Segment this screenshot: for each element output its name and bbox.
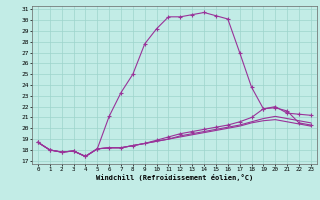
- X-axis label: Windchill (Refroidissement éolien,°C): Windchill (Refroidissement éolien,°C): [96, 174, 253, 181]
